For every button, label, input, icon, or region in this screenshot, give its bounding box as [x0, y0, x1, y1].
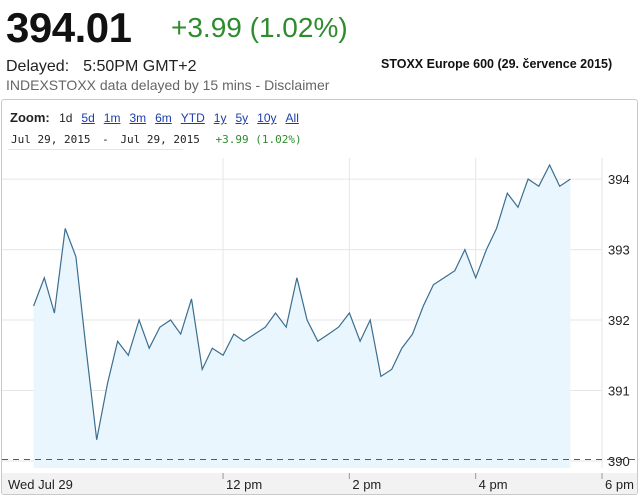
zoom-option-3m[interactable]: 3m [129, 111, 147, 125]
x-tick-label: 2 pm [352, 477, 381, 492]
zoom-option-all[interactable]: All [285, 111, 299, 125]
zoom-option-5y[interactable]: 5y [235, 111, 249, 125]
zoom-bar: Zoom: 1d 5d 1m 3m 6m YTD 1y 5y 10y All [10, 110, 308, 125]
x-tick-label: Wed Jul 29 [8, 477, 73, 492]
zoom-option-1m[interactable]: 1m [103, 111, 121, 125]
price-area [33, 165, 571, 468]
chart-panel: Zoom: 1d 5d 1m 3m 6m YTD 1y 5y 10y All Jul 29, 20… [1, 99, 638, 495]
delay-info: Delayed: 5:50PM GMT+2 [6, 58, 197, 76]
zoom-option-6m[interactable]: 6m [155, 111, 172, 125]
y-tick-label: 390 [608, 454, 630, 469]
price-change: +3.99 (1.02%) [171, 12, 348, 43]
last-price: 394.01 [6, 4, 132, 51]
x-axis-bar [2, 473, 637, 494]
zoom-option-ytd[interactable]: YTD [180, 111, 205, 125]
data-source-disclaimer: INDEXSTOXX data delayed by 15 mins - Dis… [6, 77, 330, 93]
y-tick-label: 394 [608, 172, 630, 187]
y-tick-label: 393 [608, 243, 630, 258]
x-tick-label: 4 pm [479, 477, 508, 492]
y-tick-label: 392 [608, 313, 630, 328]
range-change: +3.99 (1.02%) [215, 133, 302, 146]
delayed-time: 5:50PM GMT+2 [83, 58, 197, 75]
zoom-option-1y[interactable]: 1y [213, 111, 227, 125]
y-tick-label: 391 [608, 384, 630, 399]
zoom-option-10y[interactable]: 10y [257, 111, 277, 125]
zoom-option-5d[interactable]: 5d [81, 111, 95, 125]
x-tick-label: 12 pm [226, 477, 262, 492]
range-separator: - [102, 133, 109, 146]
date-range: Jul 29, 2015 - Jul 29, 2015 +3.99 (1.02%… [8, 133, 302, 146]
range-start-date[interactable]: Jul 29, 2015 [11, 133, 91, 146]
price-line [33, 163, 571, 440]
range-divider [8, 149, 183, 150]
price-chart[interactable]: 390 391 392 393 394 Wed Jul 29 12 pm 2 pm 4 pm 6 … [2, 100, 638, 495]
zoom-option-1d[interactable]: 1d [59, 111, 73, 125]
x-tick-label: 6 pm [605, 477, 634, 492]
zoom-label: Zoom: [10, 110, 50, 125]
range-end-date[interactable]: Jul 29, 2015 [120, 133, 200, 146]
delayed-label: Delayed: [6, 58, 70, 75]
index-title: STOXX Europe 600 (29. července 2015) [381, 57, 613, 71]
